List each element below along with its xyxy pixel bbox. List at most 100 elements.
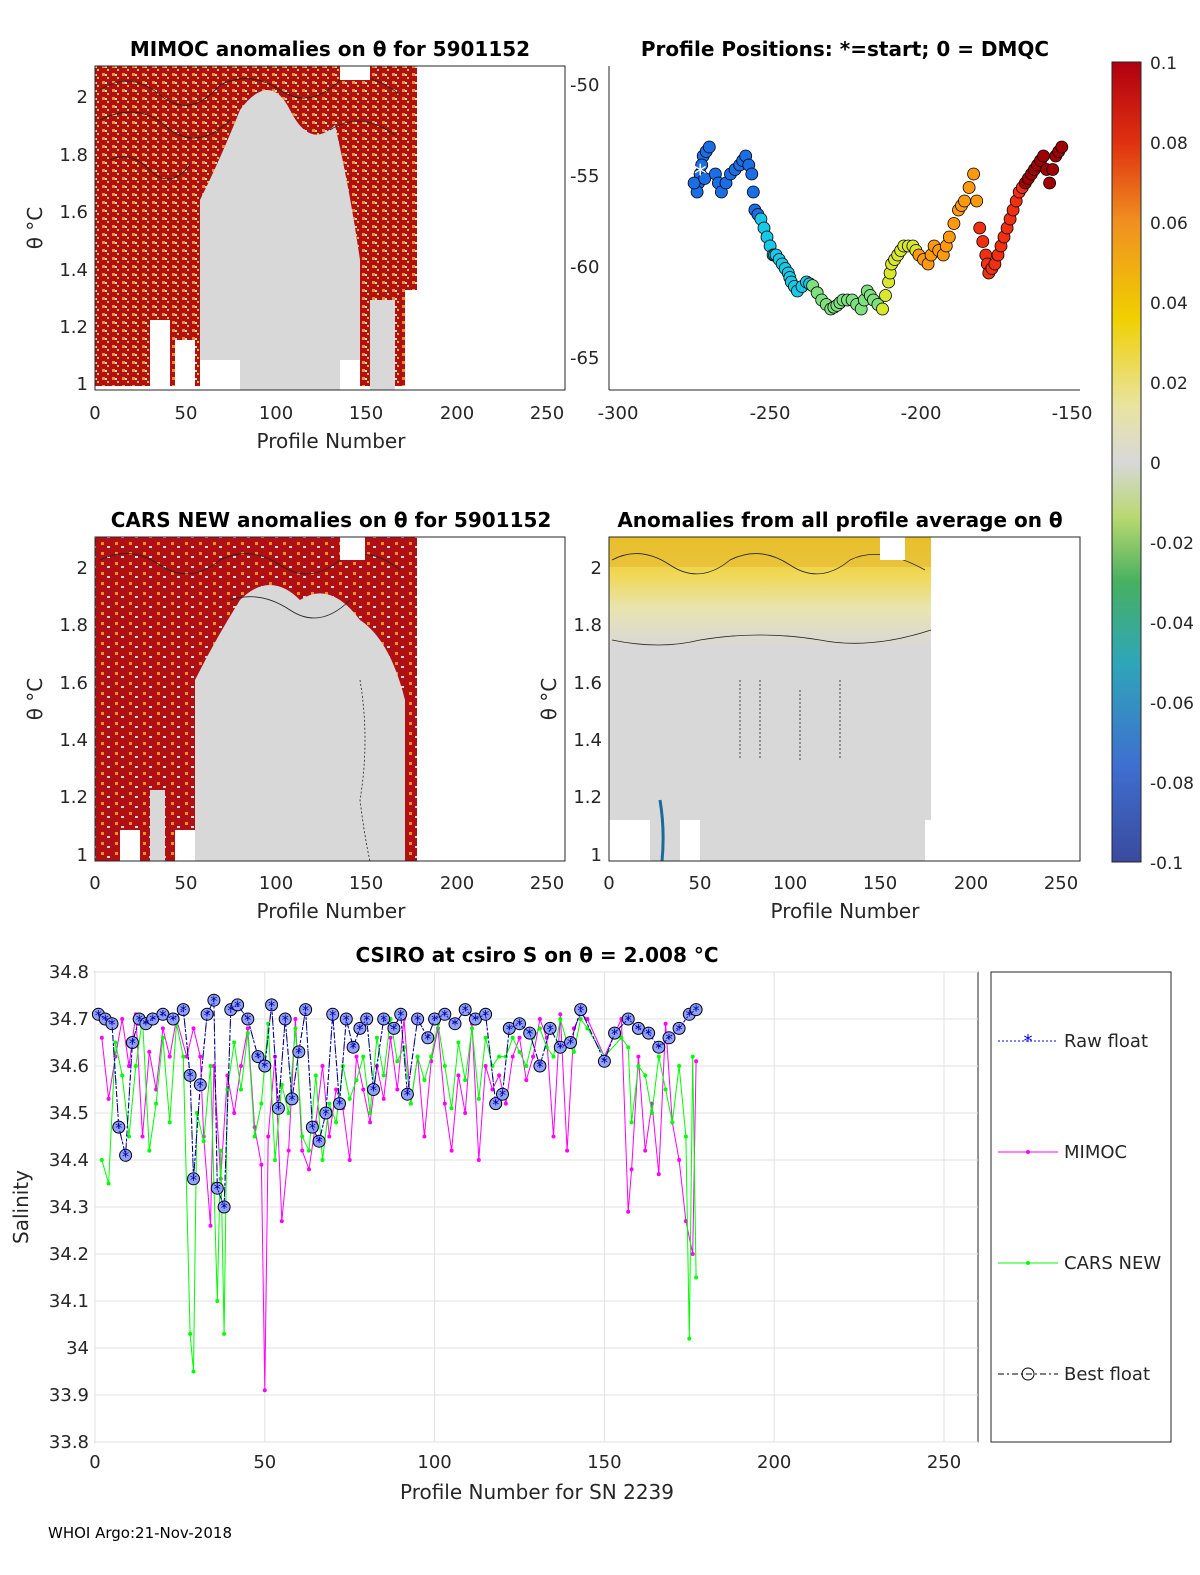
- mimoc-point: [503, 1101, 508, 1106]
- mimoc-point: [690, 1252, 695, 1256]
- best-float-point: [496, 1087, 509, 1101]
- legend-label: Best float: [1064, 1364, 1150, 1385]
- mimoc-point: [198, 1054, 203, 1059]
- best-float-point: [597, 1054, 611, 1068]
- best-float-point: [258, 1059, 272, 1073]
- average-x-axis-label: Profile Number: [771, 899, 921, 923]
- colorbar-tick-label: -0.08: [1150, 774, 1194, 794]
- position-marker: [947, 217, 961, 230]
- mimoc-ytick-label: 1.6: [59, 202, 88, 223]
- position-marker: [879, 289, 892, 302]
- cars-new-point: [422, 1078, 427, 1083]
- mimoc-heatmap: [95, 66, 565, 390]
- mimoc-point: [537, 1017, 542, 1021]
- cars-new-point: [127, 1134, 131, 1139]
- raw-float-point: *: [547, 1022, 554, 1038]
- raw-float-point: *: [693, 1004, 700, 1020]
- cars-x-ticks: 0 50 100 150 200 250: [89, 873, 564, 894]
- circle-marker-icon: [1021, 1367, 1035, 1381]
- position-marker: [1055, 140, 1069, 154]
- raw-float-point: *: [136, 1013, 143, 1029]
- average-ytick-label: 1.4: [573, 730, 602, 751]
- cars-xtick-label: 250: [530, 873, 564, 894]
- footer-caption: WHOI Argo:21-Nov-2018: [48, 1524, 232, 1542]
- positions-xtick-label: -300: [598, 403, 639, 424]
- mimoc-x-axis-label: Profile Number: [257, 429, 407, 453]
- cars-new-point: [408, 1101, 413, 1106]
- cars-new-point: [368, 1111, 373, 1115]
- cars-new-point: [537, 1026, 542, 1031]
- mimoc-title: MIMOC anomalies on θ for 5901152: [130, 37, 530, 61]
- mimoc-point: [127, 1064, 131, 1068]
- mimoc-point: [656, 1172, 661, 1177]
- mimoc-point: [347, 1158, 352, 1162]
- raw-float-point: *: [424, 1032, 431, 1048]
- mimoc-point: [524, 1078, 529, 1083]
- colorbar-tick-label: 0.06: [1150, 214, 1188, 234]
- raw-float-point: *: [414, 1013, 421, 1029]
- raw-float-point: *: [676, 1022, 683, 1038]
- legend-entry-cars-new: CARS NEW: [998, 1253, 1161, 1274]
- position-marker: [687, 176, 701, 190]
- mimoc-x-ticks: 0 50 100 150 200 250: [89, 403, 564, 424]
- mimoc-point: [629, 1167, 634, 1172]
- cars-ytick-label: 2: [77, 558, 88, 579]
- cars-new-point: [643, 1073, 648, 1078]
- mimoc-point: [636, 1054, 641, 1059]
- mimoc-xtick-label: 50: [175, 403, 198, 424]
- colorbar-tick-label: 0: [1150, 454, 1161, 474]
- mimoc-point: [300, 1148, 305, 1153]
- cars-new-point: [619, 1035, 624, 1040]
- mimoc-ytick-label: 1.2: [59, 317, 88, 338]
- positions-scatter: *: [687, 140, 1069, 316]
- position-marker: [695, 158, 709, 172]
- cars-new-point: [558, 1017, 563, 1021]
- mimoc-point: [510, 1054, 515, 1059]
- cars-new-point: [510, 1035, 515, 1040]
- cars-new-point: [327, 1101, 332, 1106]
- cars-x-axis-label: Profile Number: [257, 899, 407, 923]
- positions-title: Profile Positions: *=start; 0 = DMQC: [641, 37, 1049, 61]
- salinity-ytick-label: 34.4: [49, 1150, 89, 1171]
- cars-new-point: [239, 1087, 243, 1092]
- raw-float-point: *: [686, 1008, 693, 1024]
- raw-float-point: *: [210, 994, 217, 1010]
- mimoc-point: [381, 1096, 386, 1101]
- mimoc-xtick-label: 100: [259, 403, 293, 424]
- cars-new-point: [578, 1017, 583, 1021]
- best-float-point: [377, 1012, 391, 1026]
- legend-label: MIMOC: [1064, 1142, 1127, 1163]
- average-panel: 1 1.2 1.4 1.6 1.8 2 0 50 100 150 200 250…: [537, 508, 1081, 923]
- best-float-point: [200, 1007, 214, 1021]
- mimoc-point: [160, 1026, 165, 1031]
- mimoc-ytick-label: 2: [77, 87, 88, 108]
- position-marker: [1037, 149, 1050, 163]
- average-heatmap: [609, 537, 1080, 861]
- raw-float-point: *: [363, 1013, 370, 1029]
- raw-float-point: *: [499, 1088, 506, 1104]
- cars-new-point: [147, 1148, 152, 1153]
- mimoc-xtick-label: 0: [89, 403, 100, 424]
- cars-new-point: [650, 1111, 654, 1115]
- mimoc-point: [626, 1209, 631, 1214]
- colorbar-tick-label: 0.04: [1150, 294, 1188, 314]
- cars-new-point: [381, 1073, 386, 1078]
- positions-ytick-label: -55: [570, 166, 599, 187]
- cars-new-point: [663, 1087, 668, 1092]
- cars-new-point: [334, 1120, 339, 1125]
- cars-new-point: [99, 1158, 104, 1162]
- mimoc-point: [395, 1087, 400, 1092]
- raw-float-point: *: [109, 1018, 116, 1034]
- cars-new-point: [225, 1087, 230, 1092]
- cars-new-point: [585, 1026, 590, 1031]
- mimoc-point: [361, 1087, 366, 1092]
- best-float-point: [448, 1017, 462, 1031]
- raw-float-point: *: [645, 1027, 652, 1043]
- salinity-xtick-label: 250: [927, 1452, 961, 1473]
- cars-new-point: [201, 1139, 206, 1144]
- colorbar-tick-label: -0.06: [1150, 694, 1194, 714]
- positions-ytick-label: -50: [570, 75, 599, 96]
- mimoc-point: [293, 1017, 298, 1021]
- cars-new-point: [259, 1101, 264, 1106]
- cars-new-point: [524, 1064, 529, 1068]
